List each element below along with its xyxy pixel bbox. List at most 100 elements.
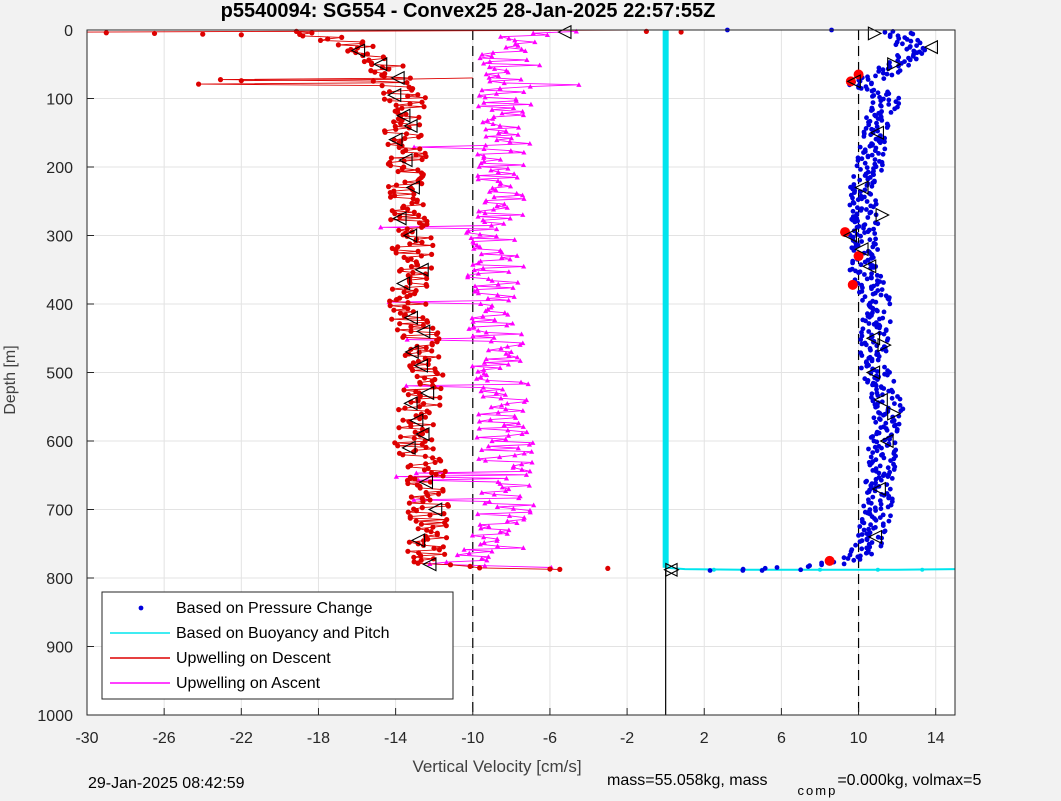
highlight-point [840,227,851,238]
pressure-point [859,546,865,552]
descent-point [420,322,426,328]
ascent-point [498,395,504,401]
ascent-point [468,235,474,241]
descent-point [428,529,434,535]
pressure-point [864,165,870,171]
pressure-point [862,230,867,236]
ascent-point [518,331,525,337]
ascent-point [475,213,481,219]
descent-point [408,494,414,500]
pressure-point [879,287,885,292]
descent-triangle-marker [422,557,437,572]
pressure-point [877,417,883,422]
ascent-point [515,420,522,426]
descent-point [426,410,432,416]
y-tick-label: 100 [46,92,73,109]
ascent-point [486,523,492,529]
descent-point [381,74,387,80]
pressure-point [862,160,868,166]
pressure-point [873,404,878,410]
descent-point [405,392,411,398]
descent-point [417,404,423,410]
descent-triangle-marker [415,324,431,339]
pressure-point [865,215,871,220]
ascent-point [503,488,509,493]
ascent-point [471,240,477,246]
descent-point [417,416,423,422]
footer-params-tail: =0.000kg, volmax=5 [837,772,982,789]
ascent-point [479,555,485,561]
ascent-point [513,98,519,103]
ascent-point [510,105,517,111]
pressure-point [867,237,873,243]
pressure-point [888,458,893,463]
descent-point [415,560,421,566]
descent-point [429,342,435,348]
ascent-point [520,108,526,114]
ascent-point [512,41,518,46]
pressure-point [883,420,889,426]
descent-point [396,407,402,413]
descent-point [389,286,396,292]
descent-point [389,316,395,322]
pressure-point [856,270,861,276]
ascent-point [475,327,481,333]
descent-point [415,92,421,98]
descent-triangle-marker [372,57,388,72]
footer-params: mass=55.058kg, mass comp=0.000kg, volmax=… [607,772,982,798]
pressure-point [861,527,867,533]
buoyancy-point [875,567,880,572]
pressure-point [881,331,887,337]
ascent-point [499,484,505,490]
pressure-point [774,565,780,570]
descent-point [393,250,399,256]
pressure-point [860,285,865,291]
pressure-point [870,94,875,99]
pressure-point [861,150,866,155]
descent-point [436,491,442,497]
ascent-point [504,518,510,524]
pressure-point [865,154,871,160]
descent-point [404,80,410,86]
descent-point [424,283,430,289]
y-tick-label: 0 [64,23,73,40]
ascent-point [507,139,513,144]
pressure-triangle-marker [887,406,902,421]
ascent-point [477,244,483,249]
ascent-point [537,62,543,68]
descent-point [381,90,387,96]
pressure-point [872,231,878,236]
pressure-point [876,470,882,476]
pressure-point [885,372,890,378]
pressure-point [881,280,886,285]
pressure-point [867,314,872,320]
descent-point [387,162,394,169]
descent-point [411,554,417,560]
ascent-point [463,230,470,235]
pressure-point [863,479,869,485]
ascent-point [521,149,527,155]
descent-triangle-marker [405,180,420,195]
descent-point [405,300,411,306]
descent-point [417,146,423,152]
descent-point [418,253,424,259]
pressure-point [868,435,874,440]
pressure-point [868,108,874,113]
ascent-point [488,404,494,410]
series-layer [86,24,956,577]
pressure-point [881,386,887,391]
pressure-point [877,316,882,322]
bottom-triangle-marker [663,562,678,577]
pressure-point [868,347,873,353]
pressure-point [879,167,884,173]
pressure-point [892,401,897,406]
pressure-point [889,72,895,78]
y-axis-label: Depth [m] [2,345,19,414]
ascent-point [466,550,472,556]
descent-point [411,435,417,441]
ascent-point [474,434,480,440]
ascent-point [480,393,486,399]
pressure-point [917,40,923,46]
pressure-point [859,156,865,162]
descent-point [391,307,397,313]
